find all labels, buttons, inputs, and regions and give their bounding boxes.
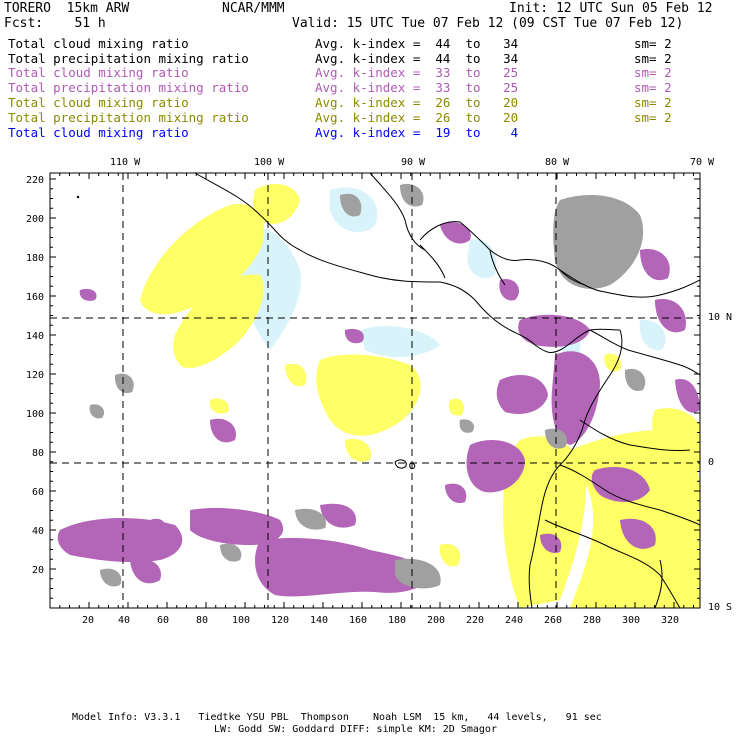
footer-model-info: Model Info: V3.3.1 Tiedtke YSU PBL Thomp…: [72, 712, 602, 723]
y-tick-label: 180: [26, 253, 45, 264]
legend-row-sm: sm= 2: [634, 80, 672, 95]
y-tick-label: 200: [26, 214, 45, 225]
lon-label: 70 W: [690, 157, 715, 168]
legend-row-sm: sm= 2: [634, 95, 672, 110]
lat-label: 10 S: [708, 602, 733, 613]
legend-row-field: Total cloud mixing ratio: [8, 125, 189, 140]
legend-row-sm: sm= 2: [634, 65, 672, 80]
y-tick-label: 40: [32, 526, 45, 537]
lat-label: 10 N: [708, 312, 733, 323]
gray-cloud-field: [89, 183, 646, 589]
legend-row-sm: sm= 2: [634, 51, 672, 66]
forecast-hour: Fcst: 51 h: [4, 16, 106, 31]
x-tick-label: 200: [427, 615, 446, 626]
valid-time: Valid: 15 UTC Tue 07 Feb 12 (09 CST Tue …: [292, 16, 684, 31]
x-tick-label: 60: [157, 615, 170, 626]
y-tick-label: 60: [32, 487, 45, 498]
cloud-fields: [57, 173, 700, 608]
legend-row-field: Total precipitation mixing ratio: [8, 51, 249, 66]
legend-row-kindex: Avg. k-index = 26 to 20: [315, 110, 519, 125]
map-dot: [76, 195, 80, 199]
legend-row-sm: sm= 2: [634, 36, 672, 51]
legend-row-kindex: Avg. k-index = 19 to 4: [315, 125, 519, 140]
legend-row-kindex: Avg. k-index = 33 to 25: [315, 65, 519, 80]
lon-label: 90 W: [401, 157, 426, 168]
x-tick-label: 160: [349, 615, 368, 626]
legend-row-kindex: Avg. k-index = 44 to 34: [315, 51, 519, 66]
y-tick-label: 80: [32, 448, 45, 459]
lon-label: 110 W: [110, 157, 141, 168]
legend-row-field: Total cloud mixing ratio: [8, 36, 189, 51]
x-tick-label: 40: [118, 615, 131, 626]
y-tick-label: 220: [26, 175, 45, 186]
legend-row-kindex: Avg. k-index = 33 to 25: [315, 80, 519, 95]
x-tick-label: 80: [196, 615, 209, 626]
lon-label: 80 W: [545, 157, 570, 168]
center-name: NCAR/MMM: [222, 1, 285, 16]
x-tick-label: 240: [505, 615, 524, 626]
x-tick-label: 120: [271, 615, 290, 626]
legend-row-field: Total precipitation mixing ratio: [8, 80, 249, 95]
legend-row-kindex: Avg. k-index = 26 to 20: [315, 95, 519, 110]
y-tick-label: 100: [26, 409, 45, 420]
model-name: TORERO 15km ARW: [4, 1, 130, 16]
coastlines: [194, 173, 700, 608]
legend-row-field: Total precipitation mixing ratio: [8, 110, 249, 125]
tick-marks: [49, 173, 700, 609]
y-tick-label: 160: [26, 292, 45, 303]
legend-row-sm: sm= 2: [634, 110, 672, 125]
x-tick-label: 320: [661, 615, 680, 626]
y-tick-label: 140: [26, 331, 45, 342]
x-tick-label: 300: [622, 615, 641, 626]
legend-row-field: Total cloud mixing ratio: [8, 65, 189, 80]
x-tick-label: 280: [583, 615, 602, 626]
plot-frame: [49, 172, 701, 609]
lat-label: 0: [708, 457, 715, 468]
x-tick-label: 100: [232, 615, 251, 626]
legend-row-field: Total cloud mixing ratio: [8, 95, 189, 110]
graticule: [50, 173, 700, 608]
footer-physics-info: LW: Godd SW: Goddard DIFF: simple KM: 2D…: [214, 724, 497, 735]
y-tick-label: 120: [26, 370, 45, 381]
legend-row-kindex: Avg. k-index = 44 to 34: [315, 36, 519, 51]
x-tick-label: 180: [388, 615, 407, 626]
lon-label: 100 W: [254, 157, 285, 168]
y-tick-label: 20: [32, 565, 45, 576]
x-tick-label: 260: [544, 615, 563, 626]
x-tick-label: 220: [466, 615, 485, 626]
init-time: Init: 12 UTC Sun 05 Feb 12: [509, 1, 713, 16]
x-tick-label: 20: [82, 615, 95, 626]
x-tick-label: 140: [310, 615, 329, 626]
